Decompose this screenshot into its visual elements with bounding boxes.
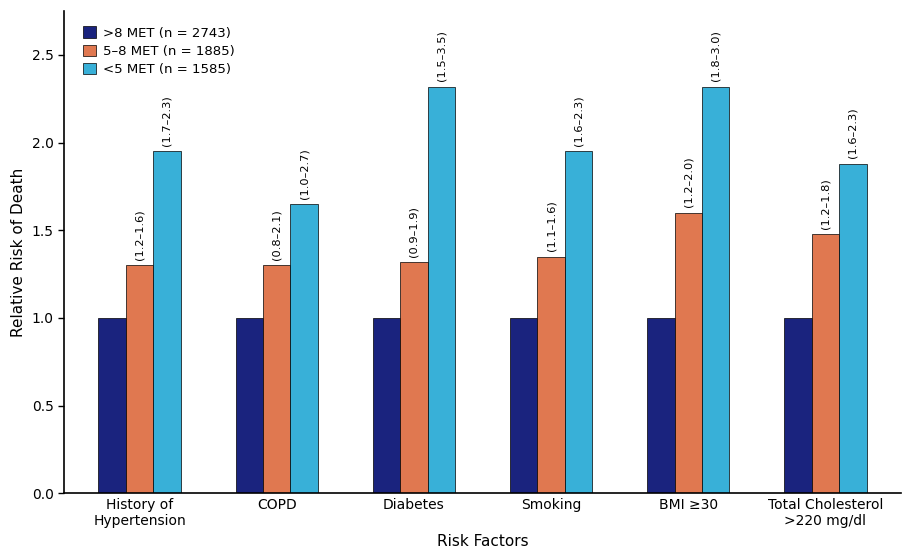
Bar bbox=[98, 318, 126, 493]
Text: (1.7–2.3): (1.7–2.3) bbox=[162, 95, 172, 146]
Bar bbox=[153, 151, 180, 493]
Bar bbox=[400, 262, 427, 493]
Bar bbox=[647, 318, 674, 493]
Text: (1.1–1.6): (1.1–1.6) bbox=[546, 200, 556, 251]
Text: (1.5–3.5): (1.5–3.5) bbox=[435, 30, 445, 81]
Bar bbox=[290, 204, 318, 493]
Y-axis label: Relative Risk of Death: Relative Risk of Death bbox=[11, 167, 26, 337]
Bar bbox=[509, 318, 537, 493]
Bar bbox=[701, 86, 729, 493]
Bar bbox=[811, 234, 838, 493]
Text: (0.8–2.1): (0.8–2.1) bbox=[271, 209, 281, 260]
X-axis label: Risk Factors: Risk Factors bbox=[436, 534, 527, 549]
Text: (1.6–2.3): (1.6–2.3) bbox=[573, 96, 583, 146]
Bar bbox=[235, 318, 262, 493]
Legend: >8 MET (n = 2743), 5–8 MET (n = 1885), <5 MET (n = 1585): >8 MET (n = 2743), 5–8 MET (n = 1885), <… bbox=[79, 22, 239, 80]
Text: (1.8–3.0): (1.8–3.0) bbox=[710, 30, 720, 81]
Text: (1.6–2.3): (1.6–2.3) bbox=[847, 108, 857, 158]
Text: (1.2–1.6): (1.2–1.6) bbox=[135, 209, 144, 260]
Bar bbox=[373, 318, 400, 493]
Bar bbox=[564, 151, 591, 493]
Bar bbox=[838, 164, 865, 493]
Bar bbox=[783, 318, 811, 493]
Bar bbox=[126, 265, 153, 493]
Bar bbox=[537, 256, 564, 493]
Text: (0.9–1.9): (0.9–1.9) bbox=[408, 206, 418, 256]
Text: (1.2–1.8): (1.2–1.8) bbox=[820, 178, 830, 228]
Text: (1.2–2.0): (1.2–2.0) bbox=[682, 157, 692, 208]
Text: (1.0–2.7): (1.0–2.7) bbox=[299, 148, 309, 199]
Bar bbox=[674, 213, 701, 493]
Bar bbox=[262, 265, 290, 493]
Bar bbox=[427, 86, 455, 493]
